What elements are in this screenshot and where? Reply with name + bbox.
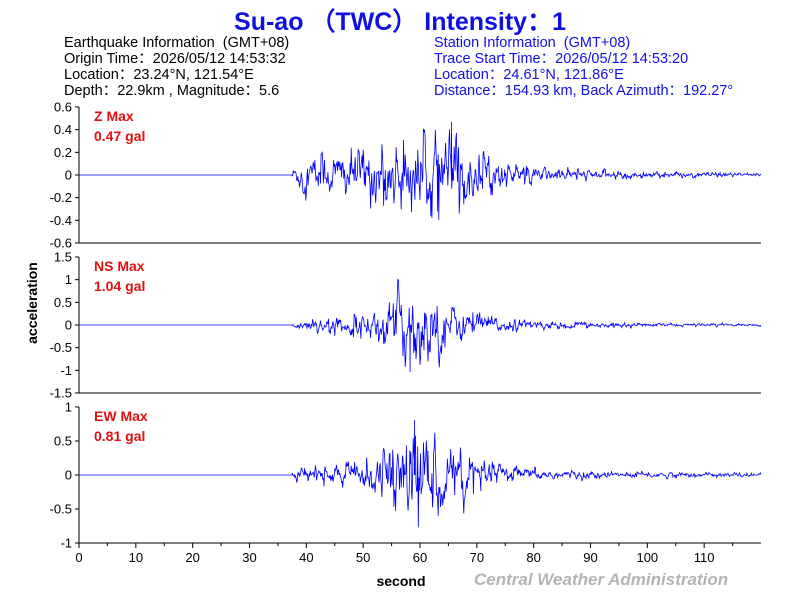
trace-start-time: Trace Start Time：2026/05/12 14:53:20 [434, 51, 689, 67]
station-info: Station Information (GMT+08) Trace Start … [434, 35, 733, 99]
earthquake-info: Earthquake Information (GMT+08) Origin Ti… [64, 35, 289, 99]
x-tick-label: 70 [470, 550, 484, 565]
y-tick-label: -0.5 [50, 340, 72, 355]
credit-text: Central Weather Administration [474, 570, 729, 589]
max-value-ns: 1.04 gal [94, 278, 145, 294]
depth-magnitude: Depth：22.9km , Magnitude：5.6 [64, 83, 280, 99]
y-axis-label: acceleration [24, 262, 40, 344]
x-tick-label: 10 [129, 550, 143, 565]
x-tick-label: 100 [636, 550, 658, 565]
y-tick-label: -1 [60, 363, 72, 378]
max-value-ew: 0.81 gal [94, 428, 145, 444]
x-tick-label: 30 [242, 550, 256, 565]
y-tick-label: 0.5 [54, 295, 72, 310]
x-tick-label: 20 [185, 550, 199, 565]
max-label-z: Z Max [94, 108, 134, 124]
origin-time: Origin Time：2026/05/12 14:53:32 [64, 51, 286, 67]
earthquake-location: Location：23.24°N, 121.54°E [64, 67, 254, 83]
station-info-heading: Station Information (GMT+08) [434, 35, 631, 51]
chart-title: Su-ao （TWC） Intensity：1 [234, 8, 566, 36]
max-value-z: 0.47 gal [94, 128, 145, 144]
max-label-ns: NS Max [94, 258, 145, 274]
x-tick-label: 50 [356, 550, 370, 565]
x-tick-label: 110 [694, 550, 715, 565]
station-location: Location：24.61°N, 121.86°E [434, 67, 624, 83]
y-tick-label: 0 [65, 168, 72, 183]
x-tick-label: 60 [413, 550, 427, 565]
distance-azimuth: Distance：154.93 km, Back Azimuth：192.27° [434, 83, 734, 99]
y-tick-label: -1 [60, 536, 72, 551]
y-tick-label: -0.5 [50, 502, 72, 517]
y-tick-label: 0.5 [54, 434, 72, 449]
y-tick-label: 1.5 [54, 250, 72, 265]
y-tick-label: 0.6 [54, 100, 72, 115]
x-tick-label: 40 [299, 550, 313, 565]
y-tick-label: 0 [65, 318, 72, 333]
x-tick-label: 0 [75, 550, 82, 565]
x-tick-label: 80 [526, 550, 540, 565]
y-tick-label: -1.5 [50, 386, 72, 401]
y-tick-label: 0.2 [54, 145, 72, 160]
waveform-peak-ew [413, 419, 416, 476]
y-tick-label: 1 [65, 272, 72, 287]
y-tick-label: 1 [65, 400, 72, 415]
waveform-ew [79, 432, 762, 528]
y-tick-label: -0.6 [50, 236, 72, 251]
y-tick-label: -0.4 [50, 213, 72, 228]
x-axis-label: second [376, 573, 425, 589]
max-label-ew: EW Max [94, 408, 148, 424]
waveform-ns [79, 278, 762, 368]
waveform-z [79, 128, 762, 220]
y-tick-label: 0.4 [54, 122, 72, 137]
waveform-peak-z [450, 121, 453, 176]
y-tick-label: 0 [65, 468, 72, 483]
waveform-peak-ns [409, 324, 411, 373]
y-tick-label: -0.2 [50, 190, 72, 205]
x-tick-label: 90 [583, 550, 597, 565]
earthquake-info-heading: Earthquake Information (GMT+08) [64, 35, 290, 51]
